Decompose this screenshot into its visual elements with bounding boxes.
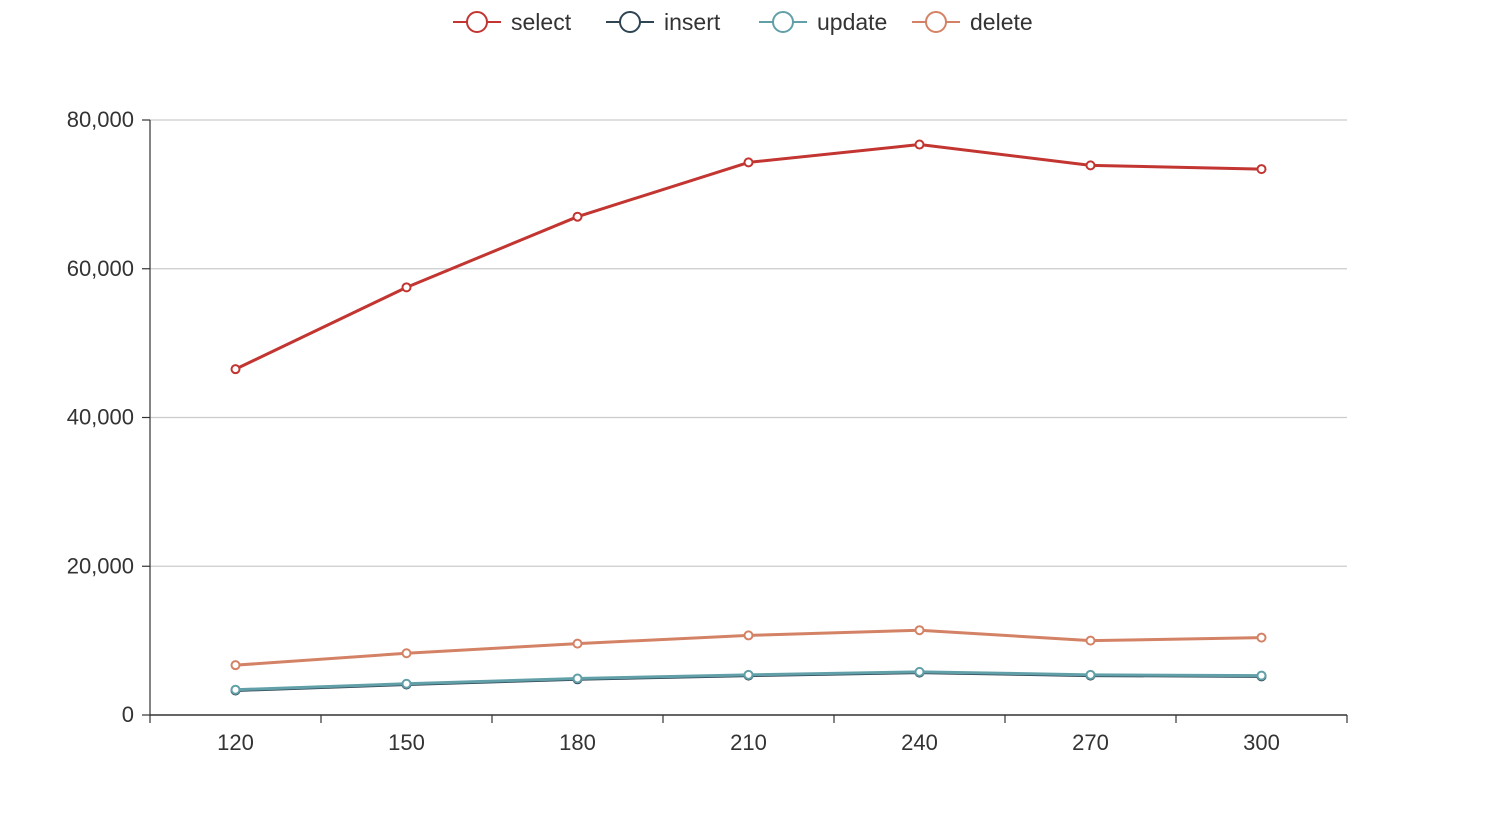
x-tick-label: 210 bbox=[730, 730, 767, 755]
data-point-delete[interactable] bbox=[1085, 635, 1096, 646]
x-tick-label: 300 bbox=[1243, 730, 1280, 755]
legend-label: delete bbox=[970, 9, 1033, 35]
data-point-update[interactable] bbox=[743, 669, 754, 680]
data-point-update[interactable] bbox=[914, 666, 925, 677]
y-tick-label: 60,000 bbox=[67, 256, 134, 281]
x-tick-label: 120 bbox=[217, 730, 254, 755]
data-point-select[interactable] bbox=[401, 282, 412, 293]
legend-circle-icon bbox=[466, 11, 488, 33]
data-point-update[interactable] bbox=[1085, 669, 1096, 680]
legend-circle-icon bbox=[772, 11, 794, 33]
data-point-update[interactable] bbox=[230, 684, 241, 695]
data-point-delete[interactable] bbox=[401, 648, 412, 659]
data-point-delete[interactable] bbox=[914, 625, 925, 636]
x-tick-label: 240 bbox=[901, 730, 938, 755]
data-point-select[interactable] bbox=[914, 139, 925, 150]
x-tick-label: 270 bbox=[1072, 730, 1109, 755]
x-tick-label: 150 bbox=[388, 730, 425, 755]
legend-circle-icon bbox=[619, 11, 641, 33]
legend-label: update bbox=[817, 9, 887, 35]
grid-lines bbox=[150, 119, 1347, 567]
data-point-delete[interactable] bbox=[572, 638, 583, 649]
series-delete bbox=[230, 625, 1267, 671]
series-lines bbox=[230, 139, 1267, 696]
legend-circle-icon bbox=[925, 11, 947, 33]
y-tick-label: 20,000 bbox=[67, 553, 134, 578]
series-select bbox=[230, 139, 1267, 375]
axes: 0 20,000 40,000 60,000 80,000 120 150 180 210 240… bbox=[67, 107, 1348, 755]
data-point-update[interactable] bbox=[401, 678, 412, 689]
legend[interactable]: select insert update delete bbox=[453, 9, 1033, 35]
data-point-select[interactable] bbox=[1085, 160, 1096, 171]
legend-label: insert bbox=[664, 9, 721, 35]
legend-label: select bbox=[511, 9, 572, 35]
data-point-select[interactable] bbox=[230, 364, 241, 375]
legend-item-delete[interactable]: delete bbox=[912, 9, 1033, 35]
legend-item-update[interactable]: update bbox=[759, 9, 887, 35]
y-tick-label: 0 bbox=[122, 702, 134, 727]
data-point-select[interactable] bbox=[572, 211, 583, 222]
data-point-delete[interactable] bbox=[1256, 632, 1267, 643]
x-tick-label: 180 bbox=[559, 730, 596, 755]
y-tick-label: 40,000 bbox=[67, 405, 134, 430]
data-point-delete[interactable] bbox=[743, 630, 754, 641]
legend-item-insert[interactable]: insert bbox=[606, 9, 721, 35]
series-line-select bbox=[234, 143, 1263, 371]
data-point-delete[interactable] bbox=[230, 660, 241, 671]
data-point-update[interactable] bbox=[572, 673, 583, 684]
series-update bbox=[230, 666, 1267, 695]
y-tick-label: 80,000 bbox=[67, 107, 134, 132]
legend-item-select[interactable]: select bbox=[453, 9, 572, 35]
data-point-update[interactable] bbox=[1256, 670, 1267, 681]
data-point-select[interactable] bbox=[743, 157, 754, 168]
data-point-select[interactable] bbox=[1256, 164, 1267, 175]
